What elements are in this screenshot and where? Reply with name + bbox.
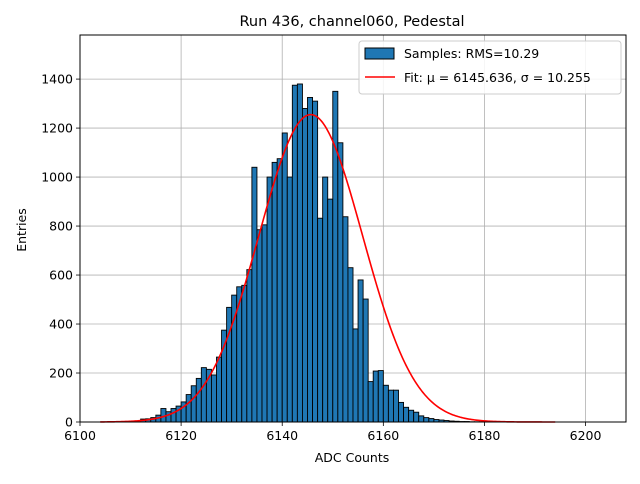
histogram-bar — [267, 177, 272, 422]
histogram-bar — [262, 225, 267, 422]
histogram-bar — [302, 108, 307, 422]
histogram-bar — [419, 416, 424, 422]
x-tick-label: 6100 — [64, 428, 96, 443]
y-axis-label: Entries — [14, 208, 29, 252]
histogram-bar — [348, 268, 353, 422]
legend-histogram-label: Samples: RMS=10.29 — [404, 46, 539, 61]
y-tick-label: 200 — [49, 366, 73, 381]
histogram-bar — [272, 162, 277, 422]
histogram-bar — [171, 409, 176, 422]
histogram-bar — [409, 410, 414, 422]
histogram-bar — [328, 199, 333, 422]
histogram-bar — [186, 395, 191, 422]
histogram-bar — [318, 218, 323, 422]
histogram-bar — [191, 386, 196, 422]
histogram-bar — [287, 177, 292, 422]
x-tick-label: 6120 — [165, 428, 197, 443]
histogram-bar — [368, 382, 373, 422]
x-tick-label: 6140 — [266, 428, 298, 443]
histogram-bar — [257, 230, 262, 422]
legend: Samples: RMS=10.29 Fit: μ = 6145.636, σ … — [359, 41, 621, 94]
histogram-bar — [383, 385, 388, 422]
histogram-bar — [323, 177, 328, 422]
histogram-bar — [378, 371, 383, 422]
x-axis-label: ADC Counts — [315, 450, 390, 465]
x-tick-label: 6200 — [570, 428, 602, 443]
y-tick-label: 800 — [49, 219, 73, 234]
chart-title: Run 436, channel060, Pedestal — [239, 14, 464, 30]
x-tick-label: 6160 — [367, 428, 399, 443]
y-tick-label: 1400 — [41, 72, 73, 87]
y-tick-label: 400 — [49, 317, 73, 332]
histogram-bar — [297, 84, 302, 422]
histogram-bar — [373, 371, 378, 422]
histogram-bar — [282, 133, 287, 422]
legend-histogram-swatch — [365, 48, 394, 59]
histogram-bar — [166, 412, 171, 422]
histogram-bar — [414, 412, 419, 422]
histogram-bar — [343, 217, 348, 422]
histogram-bar — [424, 418, 429, 422]
histogram-bar — [247, 270, 252, 422]
histogram-bar — [353, 329, 358, 422]
histogram-bar — [308, 97, 313, 422]
histogram-bar — [429, 419, 434, 422]
histogram-bar — [393, 390, 398, 422]
histogram-bar — [217, 357, 222, 422]
histogram-bar — [363, 299, 368, 422]
histogram-bar — [399, 402, 404, 422]
histogram-bar — [358, 280, 363, 422]
y-tick-label: 1000 — [41, 170, 73, 185]
histogram-bar — [277, 159, 282, 422]
y-tick-label: 1200 — [41, 121, 73, 136]
legend-fit-label: Fit: μ = 6145.636, σ = 10.255 — [404, 70, 591, 85]
histogram-bar — [196, 378, 201, 422]
histogram-bar — [242, 285, 247, 422]
histogram-bar — [292, 85, 297, 422]
x-tick-label: 6180 — [469, 428, 501, 443]
histogram-bar — [211, 375, 216, 422]
y-tick-label: 600 — [49, 268, 73, 283]
histogram-bar — [404, 407, 409, 422]
histogram-bar — [388, 390, 393, 422]
histogram-bar — [227, 307, 232, 422]
histogram-bar — [201, 368, 206, 422]
histogram-bar — [338, 143, 343, 422]
histogram-bar — [252, 167, 257, 422]
histogram-bar — [313, 101, 318, 422]
histogram-bar — [333, 91, 338, 422]
y-tick-label: 0 — [65, 415, 73, 430]
